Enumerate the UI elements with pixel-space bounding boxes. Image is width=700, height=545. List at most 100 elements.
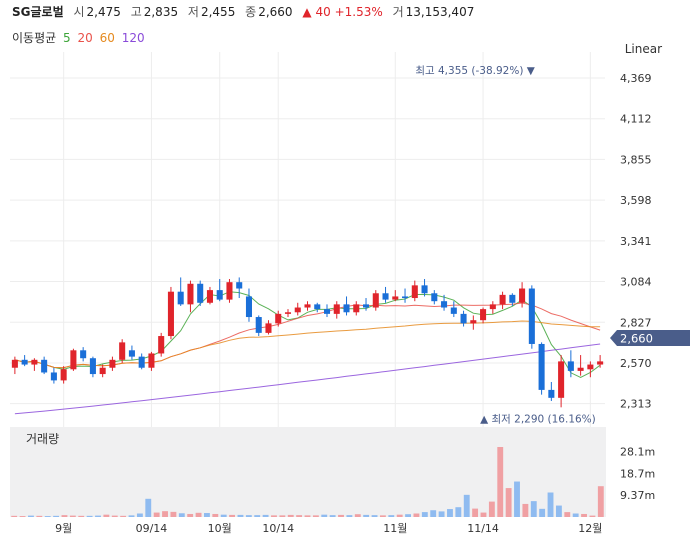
volume-bar [363, 514, 370, 517]
candle-body [519, 288, 526, 303]
volume-bar [95, 515, 101, 517]
ma-120-label[interactable]: 120 [121, 31, 145, 45]
volume-bars [11, 447, 604, 517]
candle-body [382, 293, 389, 300]
candle-body [363, 304, 370, 308]
volume-bar [338, 514, 344, 517]
candle-body [597, 361, 604, 365]
candle-body [60, 369, 67, 381]
candle-body [226, 282, 233, 300]
time-tick-label: 09/14 [136, 522, 168, 535]
volume-bar [572, 513, 579, 517]
annotations: 최고 4,355 (-38.92%) ▼ ▲ 최저 2,290 (16.16%) [415, 65, 595, 425]
scale-mode-toggle[interactable]: Linear [624, 42, 662, 56]
candle-body [480, 309, 487, 321]
time-tick-label: 10/14 [262, 522, 294, 535]
volume-bar [187, 513, 194, 517]
price-tick-label: 3,598 [620, 194, 652, 207]
volume-bar [321, 514, 328, 517]
price-tick-label: 3,341 [620, 235, 652, 248]
candle-body [99, 367, 106, 375]
low-annotation: ▲ 최저 2,290 (16.16%) [480, 413, 596, 425]
volume-axis: 28.1m 18.7m 9.37m [620, 445, 655, 502]
volume-bar [589, 515, 596, 517]
price-tick-label: 4,112 [620, 113, 652, 126]
low-value: 2,455 [200, 5, 236, 19]
candle-body [187, 283, 194, 305]
candle-body [177, 291, 184, 305]
candle-body [353, 304, 360, 313]
volume-bar [547, 492, 554, 517]
candle-body [206, 290, 213, 303]
volume-bar [178, 513, 185, 517]
candle-body [197, 283, 204, 303]
low-label: 저 [187, 5, 199, 19]
candle-body [138, 356, 145, 368]
candle-body [587, 364, 594, 370]
candle-body [304, 304, 311, 308]
candle-body [577, 367, 584, 371]
volume-bar [204, 513, 210, 517]
candle-body [538, 343, 545, 390]
volume-bar [379, 515, 386, 517]
volume-bar [145, 498, 152, 517]
volume-panel-title: 거래량 [26, 432, 59, 446]
volume-bar [287, 514, 294, 517]
volume-bar [447, 509, 453, 517]
candle-body [372, 293, 379, 308]
candle-body [50, 372, 57, 381]
volume-bar [69, 515, 76, 517]
volume-bar [371, 515, 378, 517]
candle-body [509, 294, 516, 303]
candle-body [333, 304, 340, 314]
price-axis: 4,369 4,112 3,855 3,598 3,341 3,084 2,827 2,570… [620, 72, 652, 411]
volume-bar [597, 486, 604, 517]
candle-body [441, 301, 448, 308]
high-label: 고 [130, 5, 142, 19]
time-tick-label: 12월 [578, 522, 602, 535]
change-arrow: ▲ [302, 5, 312, 19]
candle-body [167, 291, 174, 337]
volume-bar [405, 514, 411, 517]
price-tick-label: 3,084 [620, 276, 652, 289]
volume-bar [120, 515, 127, 517]
candle-body [148, 353, 155, 368]
last-price-tag: 2,660 [610, 330, 690, 346]
candle-body [314, 304, 321, 310]
volume-tick-label: 9.37m [620, 489, 655, 502]
candle-body [109, 359, 116, 368]
candlesticks [11, 277, 604, 408]
volume-bar [488, 501, 495, 517]
volume-bar [19, 516, 26, 517]
ma-20-label[interactable]: 20 [77, 31, 93, 45]
stock-name: SG글로벌 [12, 5, 64, 19]
volume-bar [262, 514, 269, 517]
candle-body [528, 288, 535, 344]
volume-bar [136, 513, 143, 517]
volume-bar [480, 512, 487, 517]
volume-bar [36, 515, 43, 517]
volume-label: 거 [392, 5, 404, 19]
candle-body [284, 312, 292, 314]
stock-header: SG글로벌 시 2,475 고 2,835 저 2,455 종 2,660 ▲ 40 +… [12, 3, 480, 20]
volume-bar [195, 512, 202, 517]
ma-5-label[interactable]: 5 [63, 31, 71, 45]
volume-bar [413, 513, 420, 517]
volume-bar [472, 508, 479, 517]
volume-bar [539, 508, 546, 517]
time-axis: 9월 09/14 10월 10/14 11월 11/14 12월 [55, 522, 602, 535]
volume-bar [421, 512, 428, 517]
candle-body [128, 350, 135, 357]
volume-bar [505, 488, 512, 517]
candle-body [421, 285, 428, 294]
candle-body [216, 290, 223, 300]
candle-body [80, 350, 87, 359]
volume-bar [237, 514, 244, 517]
last-price-label: 2,660 [620, 332, 653, 346]
moving-average-legend[interactable]: 이동평균 5 20 60 120 [12, 29, 148, 46]
volume-bar [245, 515, 252, 517]
volume-bar [11, 515, 18, 517]
ma-60-label[interactable]: 60 [99, 31, 115, 45]
candle-body [31, 359, 38, 365]
